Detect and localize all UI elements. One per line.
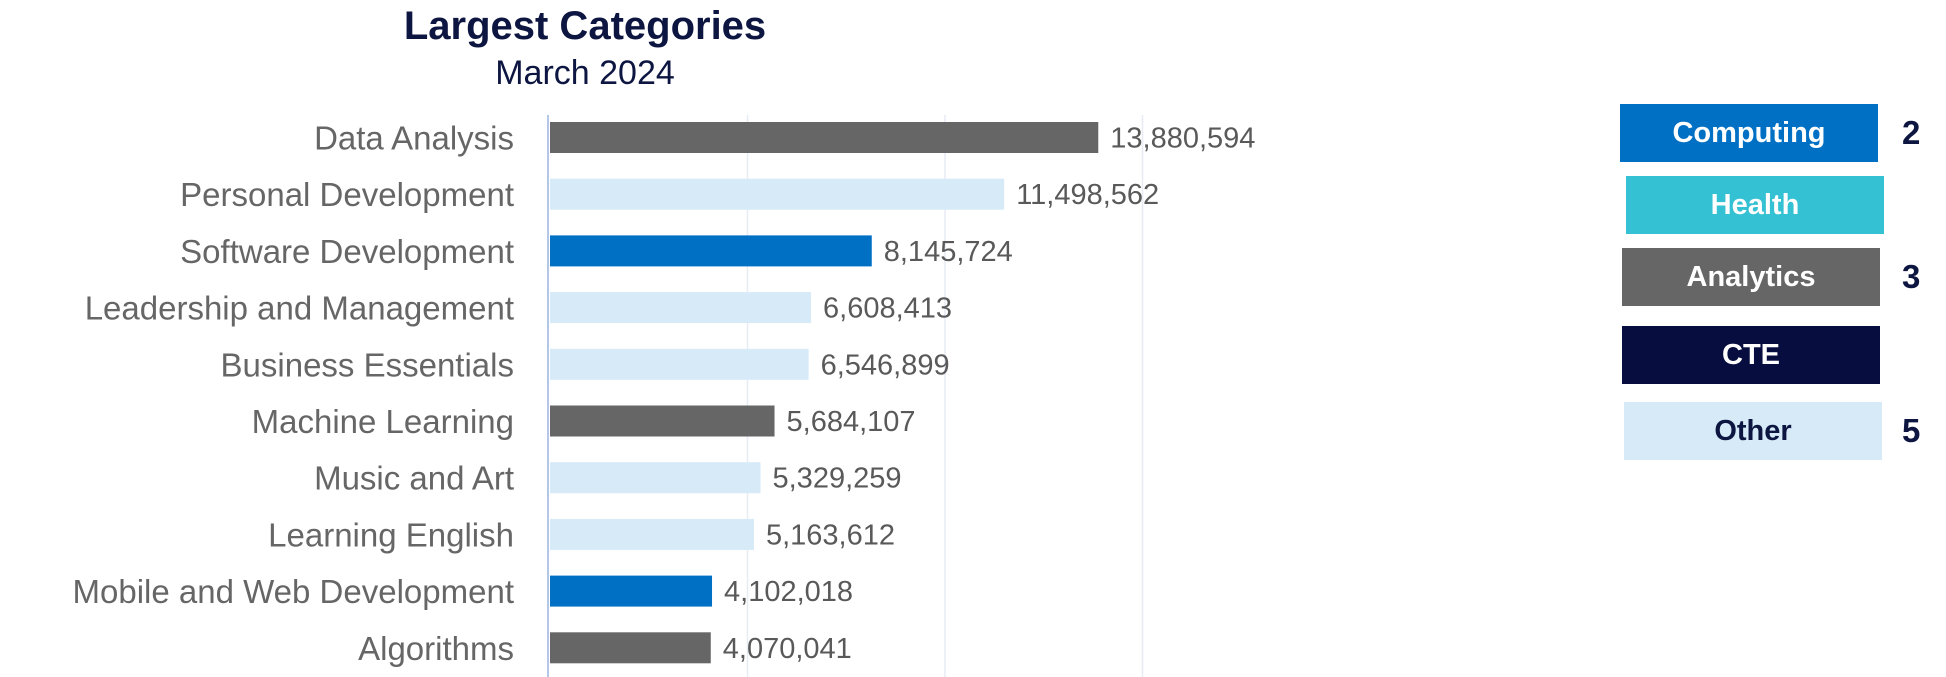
category-label: Music and Art	[314, 460, 514, 497]
bar	[550, 575, 713, 607]
value-label: 6,546,899	[821, 349, 950, 381]
value-label: 11,498,562	[1016, 179, 1159, 211]
category-labels: Data Analysis Personal Development Softwar…	[73, 120, 514, 667]
bar	[550, 292, 812, 324]
category-label: Machine Learning	[252, 403, 514, 440]
bar	[550, 122, 1099, 153]
bar	[550, 632, 711, 664]
legend-label: CTE	[1622, 326, 1880, 384]
category-label: Business Essentials	[221, 346, 514, 383]
legend-label: Health	[1626, 176, 1884, 234]
category-label: Software Development	[180, 233, 514, 270]
legend-label: Computing	[1620, 104, 1878, 162]
category-label: Personal Development	[180, 176, 514, 213]
legend: Computing 2 Health Analytics 3 CTE Other 5	[1620, 104, 1940, 464]
value-label: 4,102,018	[724, 576, 853, 608]
value-label: 6,608,413	[823, 293, 952, 325]
legend-item: CTE	[1620, 326, 1940, 384]
legend-label: Analytics	[1622, 248, 1880, 306]
bar	[550, 462, 761, 494]
legend-item: Other 5	[1620, 402, 1940, 460]
value-label: 4,070,041	[723, 633, 852, 665]
category-label: Mobile and Web Development	[73, 573, 514, 610]
bar	[550, 405, 775, 437]
bar	[550, 518, 754, 550]
chart-subtitle: March 2024	[495, 54, 675, 92]
legend-item: Computing 2	[1620, 104, 1940, 162]
category-label: Data Analysis	[314, 120, 514, 157]
category-label: Learning English	[268, 516, 514, 553]
legend-item: Health	[1620, 176, 1940, 234]
value-label: 5,684,107	[787, 406, 916, 438]
legend-item: Analytics 3	[1620, 248, 1940, 306]
value-label: 13,880,594	[1110, 123, 1255, 155]
chart-title: Largest Categories	[403, 4, 767, 48]
bars	[550, 122, 1099, 664]
category-label: Leadership and Management	[85, 290, 514, 327]
value-label: 5,163,612	[766, 519, 895, 551]
bar	[550, 235, 872, 267]
category-label: Algorithms	[358, 630, 514, 667]
legend-count: 5	[1902, 412, 1921, 449]
bar	[550, 348, 809, 380]
value-label: 8,145,724	[884, 236, 1013, 268]
value-label: 5,329,259	[773, 463, 902, 495]
legend-count: 2	[1902, 114, 1921, 151]
legend-count: 3	[1902, 258, 1921, 295]
legend-label: Other	[1624, 402, 1882, 460]
bar	[550, 178, 1005, 210]
